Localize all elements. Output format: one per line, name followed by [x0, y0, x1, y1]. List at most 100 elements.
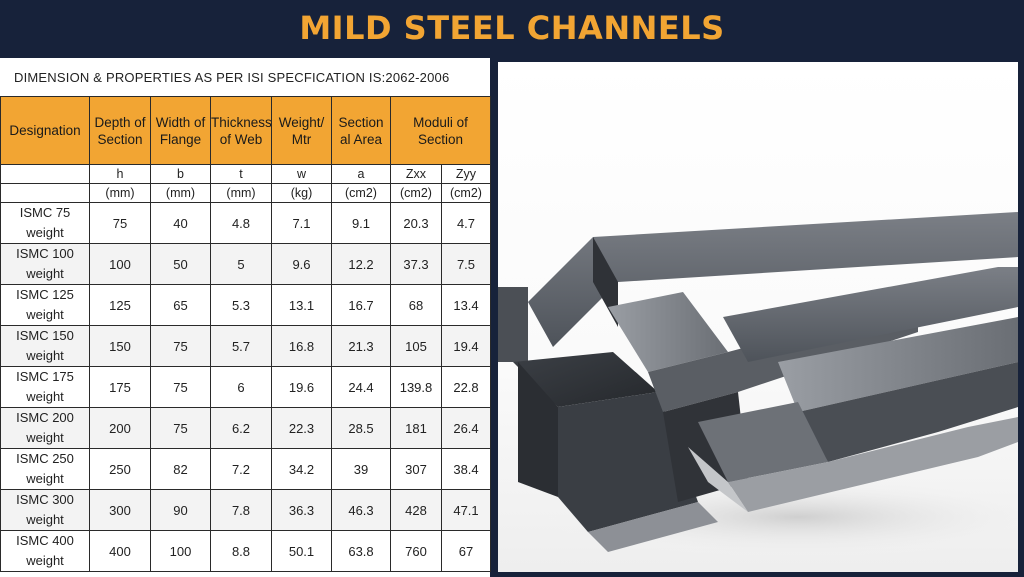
designation-cell: ISMC 200 weight: [0, 407, 90, 449]
symbol-row: h b t w a Zxx Zyy: [0, 164, 491, 184]
unit-cell-empty: [0, 183, 90, 203]
zxx-cell: 760: [390, 530, 442, 572]
steel-channels-photo: [498, 62, 1018, 572]
width-cell: 75: [150, 407, 211, 449]
weight-cell: 19.6: [271, 366, 332, 408]
symbol-cell-empty: [0, 164, 90, 184]
designation-cell: ISMC 250 weight: [0, 448, 90, 490]
width-cell: 50: [150, 243, 211, 285]
area-cell: 24.4: [331, 366, 391, 408]
depth-cell: 200: [89, 407, 151, 449]
depth-cell: 175: [89, 366, 151, 408]
depth-cell: 150: [89, 325, 151, 367]
zyy-cell: 47.1: [441, 489, 491, 531]
weight-cell: 13.1: [271, 284, 332, 326]
zyy-cell: 26.4: [441, 407, 491, 449]
thickness-cell: 7.8: [210, 489, 272, 531]
symbol-cell: a: [331, 164, 391, 184]
zyy-cell: 22.8: [441, 366, 491, 408]
properties-table: Designation Depth of Section Width of Fl…: [0, 96, 491, 572]
thickness-cell: 5.3: [210, 284, 272, 326]
symbol-cell: Zxx: [390, 164, 442, 184]
area-cell: 16.7: [331, 284, 391, 326]
weight-cell: 7.1: [271, 202, 332, 244]
table-row: ISMC 100 weight 100 50 5 9.6 12.2 37.3 7…: [0, 243, 491, 285]
page-title: MILD STEEL CHANNELS: [299, 9, 725, 47]
thickness-cell: 4.8: [210, 202, 272, 244]
weight-cell: 50.1: [271, 530, 332, 572]
area-cell: 63.8: [331, 530, 391, 572]
table-row: ISMC 300 weight 300 90 7.8 36.3 46.3 428…: [0, 489, 491, 531]
depth-cell: 300: [89, 489, 151, 531]
zxx-cell: 139.8: [390, 366, 442, 408]
table-row: ISMC 200 weight 200 75 6.2 22.3 28.5 181…: [0, 407, 491, 449]
specification-subtitle: DIMENSION & PROPERTIES AS PER ISI SPECFI…: [14, 69, 450, 85]
area-cell: 21.3: [331, 325, 391, 367]
designation-cell: ISMC 125 weight: [0, 284, 90, 326]
zxx-cell: 37.3: [390, 243, 442, 285]
unit-cell: (mm): [150, 183, 211, 203]
thickness-cell: 6: [210, 366, 272, 408]
designation-cell: ISMC 150 weight: [0, 325, 90, 367]
steel-channels-illustration: [498, 212, 1018, 557]
area-cell: 39: [331, 448, 391, 490]
zyy-cell: 67: [441, 530, 491, 572]
width-cell: 100: [150, 530, 211, 572]
width-cell: 65: [150, 284, 211, 326]
channel-middle: [608, 292, 728, 372]
channel-right-upper: [723, 267, 1018, 362]
width-cell: 90: [150, 489, 211, 531]
header-area: Section al Area: [331, 96, 391, 165]
zxx-cell: 307: [390, 448, 442, 490]
unit-cell: (kg): [271, 183, 332, 203]
table-row: ISMC 75 weight 75 40 4.8 7.1 9.1 20.3 4.…: [0, 202, 491, 244]
table-row: ISMC 125 weight 125 65 5.3 13.1 16.7 68 …: [0, 284, 491, 326]
designation-cell: ISMC 175 weight: [0, 366, 90, 408]
zyy-cell: 7.5: [441, 243, 491, 285]
unit-cell: (cm2): [331, 183, 391, 203]
symbol-cell: w: [271, 164, 332, 184]
channel-right-front: [778, 317, 1018, 412]
channel-left-stub: [498, 287, 528, 362]
table-row: ISMC 250 weight 250 82 7.2 34.2 39 307 3…: [0, 448, 491, 490]
zxx-cell: 20.3: [390, 202, 442, 244]
header-weight: Weight/ Mtr: [271, 96, 332, 165]
depth-cell: 400: [89, 530, 151, 572]
weight-cell: 16.8: [271, 325, 332, 367]
area-cell: 9.1: [331, 202, 391, 244]
zxx-cell: 68: [390, 284, 442, 326]
designation-cell: ISMC 300 weight: [0, 489, 90, 531]
channel-back: [528, 212, 1018, 347]
width-cell: 40: [150, 202, 211, 244]
header-designation: Designation: [0, 96, 90, 165]
zyy-cell: 13.4: [441, 284, 491, 326]
symbol-cell: b: [150, 164, 211, 184]
properties-panel: DIMENSION & PROPERTIES AS PER ISI SPECFI…: [0, 58, 491, 577]
header-width: Width of Flange: [150, 96, 211, 165]
area-cell: 28.5: [331, 407, 391, 449]
weight-cell: 36.3: [271, 489, 332, 531]
designation-cell: ISMC 75 weight: [0, 202, 90, 244]
weight-cell: 22.3: [271, 407, 332, 449]
zyy-cell: 38.4: [441, 448, 491, 490]
header-thickness: Thickness of Web: [210, 96, 272, 165]
table-row: ISMC 150 weight 150 75 5.7 16.8 21.3 105…: [0, 325, 491, 367]
thickness-cell: 5: [210, 243, 272, 285]
zxx-cell: 105: [390, 325, 442, 367]
designation-cell: ISMC 400 weight: [0, 530, 90, 572]
symbol-cell: t: [210, 164, 272, 184]
header-depth: Depth of Section: [89, 96, 151, 165]
thickness-cell: 8.8: [210, 530, 272, 572]
thickness-cell: 7.2: [210, 448, 272, 490]
table-row: ISMC 175 weight 175 75 6 19.6 24.4 139.8…: [0, 366, 491, 408]
thickness-cell: 5.7: [210, 325, 272, 367]
width-cell: 82: [150, 448, 211, 490]
depth-cell: 125: [89, 284, 151, 326]
weight-cell: 34.2: [271, 448, 332, 490]
symbol-cell: h: [89, 164, 151, 184]
header-moduli: Moduli of Section: [390, 96, 491, 165]
unit-cell: (cm2): [390, 183, 442, 203]
depth-cell: 75: [89, 202, 151, 244]
zyy-cell: 4.7: [441, 202, 491, 244]
depth-cell: 100: [89, 243, 151, 285]
